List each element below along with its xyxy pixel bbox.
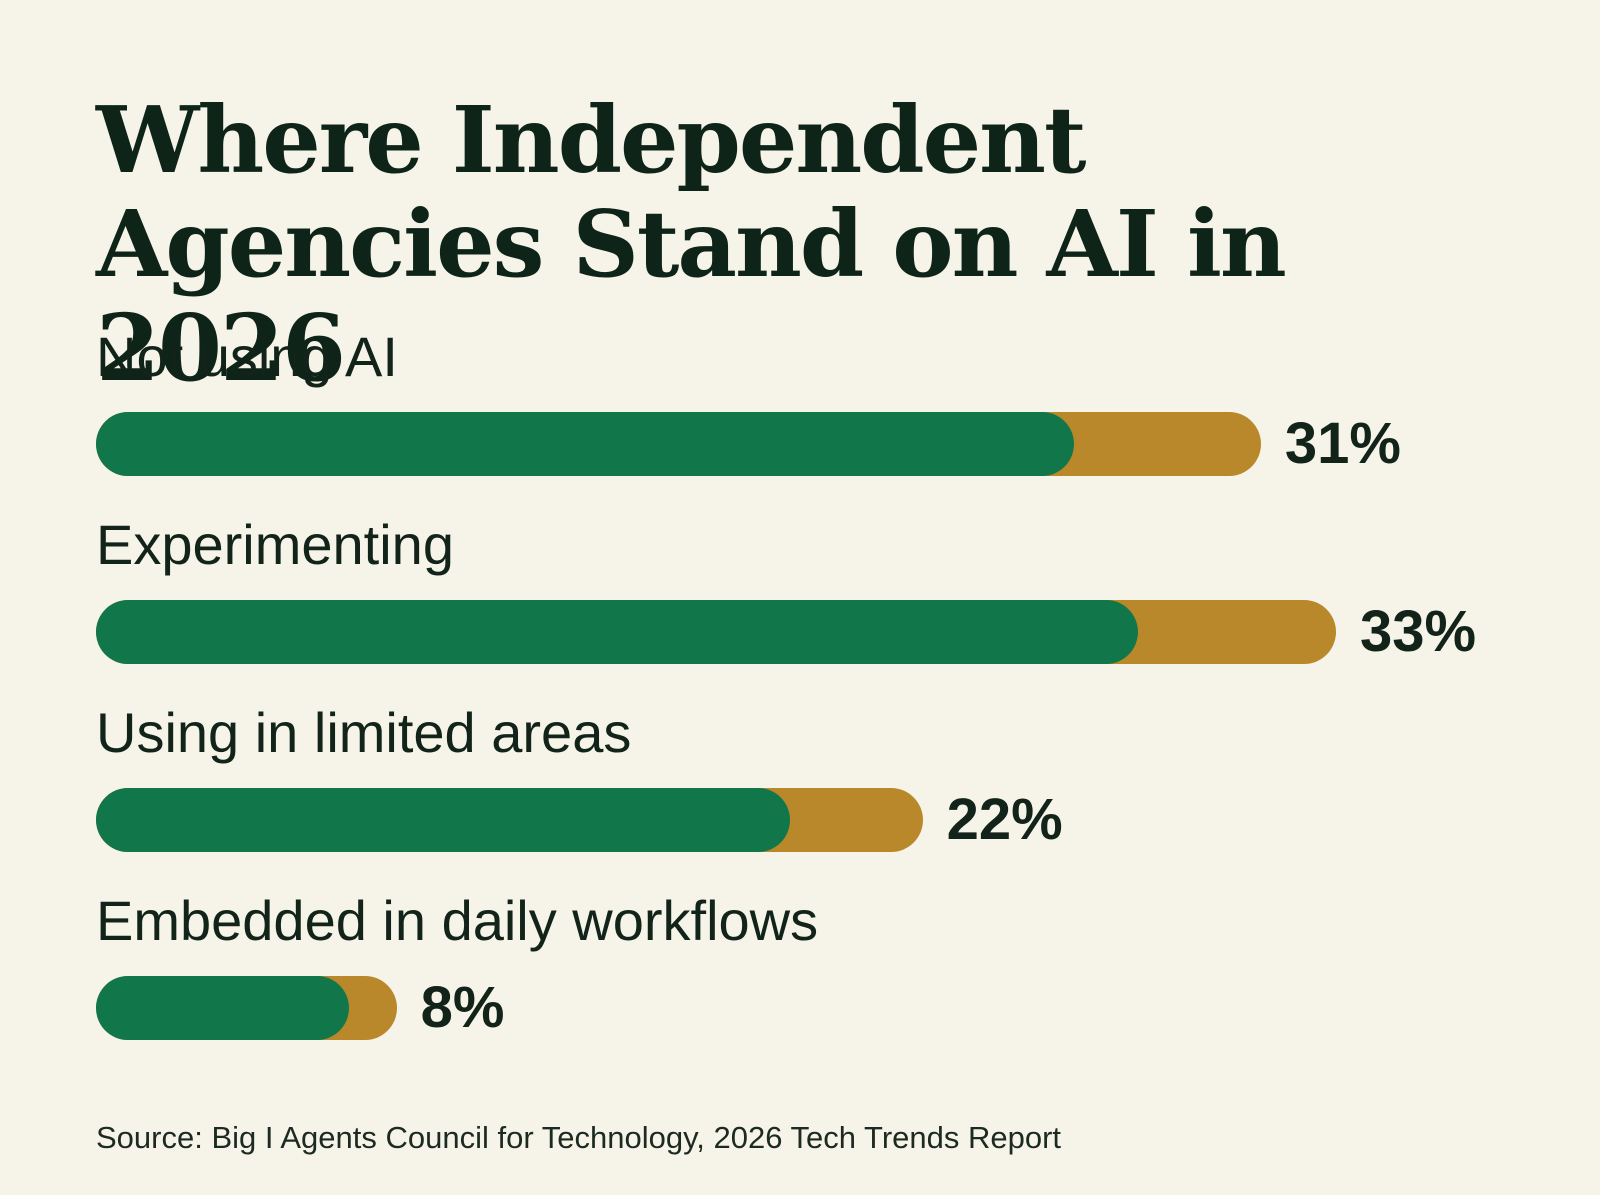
bar-chart: Not using AI 31% Experimenting 33% Using in … <box>96 322 1556 1062</box>
category-label: Using in limited areas <box>96 701 632 764</box>
source-note: Source: Big I Agents Council for Technol… <box>96 1120 1062 1155</box>
bar-fill <box>96 788 791 852</box>
value-label: 31% <box>1284 411 1401 476</box>
value-label: 33% <box>1360 599 1477 664</box>
chart-title: Where Independent Agencies Stand on AI i… <box>96 86 1287 402</box>
bar-row-2: Experimenting 33% <box>96 510 1556 664</box>
bar <box>96 600 1336 664</box>
bar-fill <box>96 412 1075 476</box>
bar-fill <box>96 976 349 1040</box>
bar-row-4: Embedded in daily workflows 8% <box>96 886 1556 1040</box>
category-label: Experimenting <box>96 513 454 576</box>
bar <box>96 412 1261 476</box>
category-label: Not using AI <box>96 325 398 388</box>
bar-row-1: Not using AI 31% <box>96 322 1556 476</box>
category-label: Embedded in daily workflows <box>96 889 819 952</box>
value-label: 22% <box>946 787 1063 852</box>
bar-fill <box>96 600 1138 664</box>
value-label: 8% <box>420 975 505 1040</box>
bar <box>96 788 923 852</box>
bar-row-3: Using in limited areas 22% <box>96 698 1556 852</box>
bar <box>96 976 397 1040</box>
